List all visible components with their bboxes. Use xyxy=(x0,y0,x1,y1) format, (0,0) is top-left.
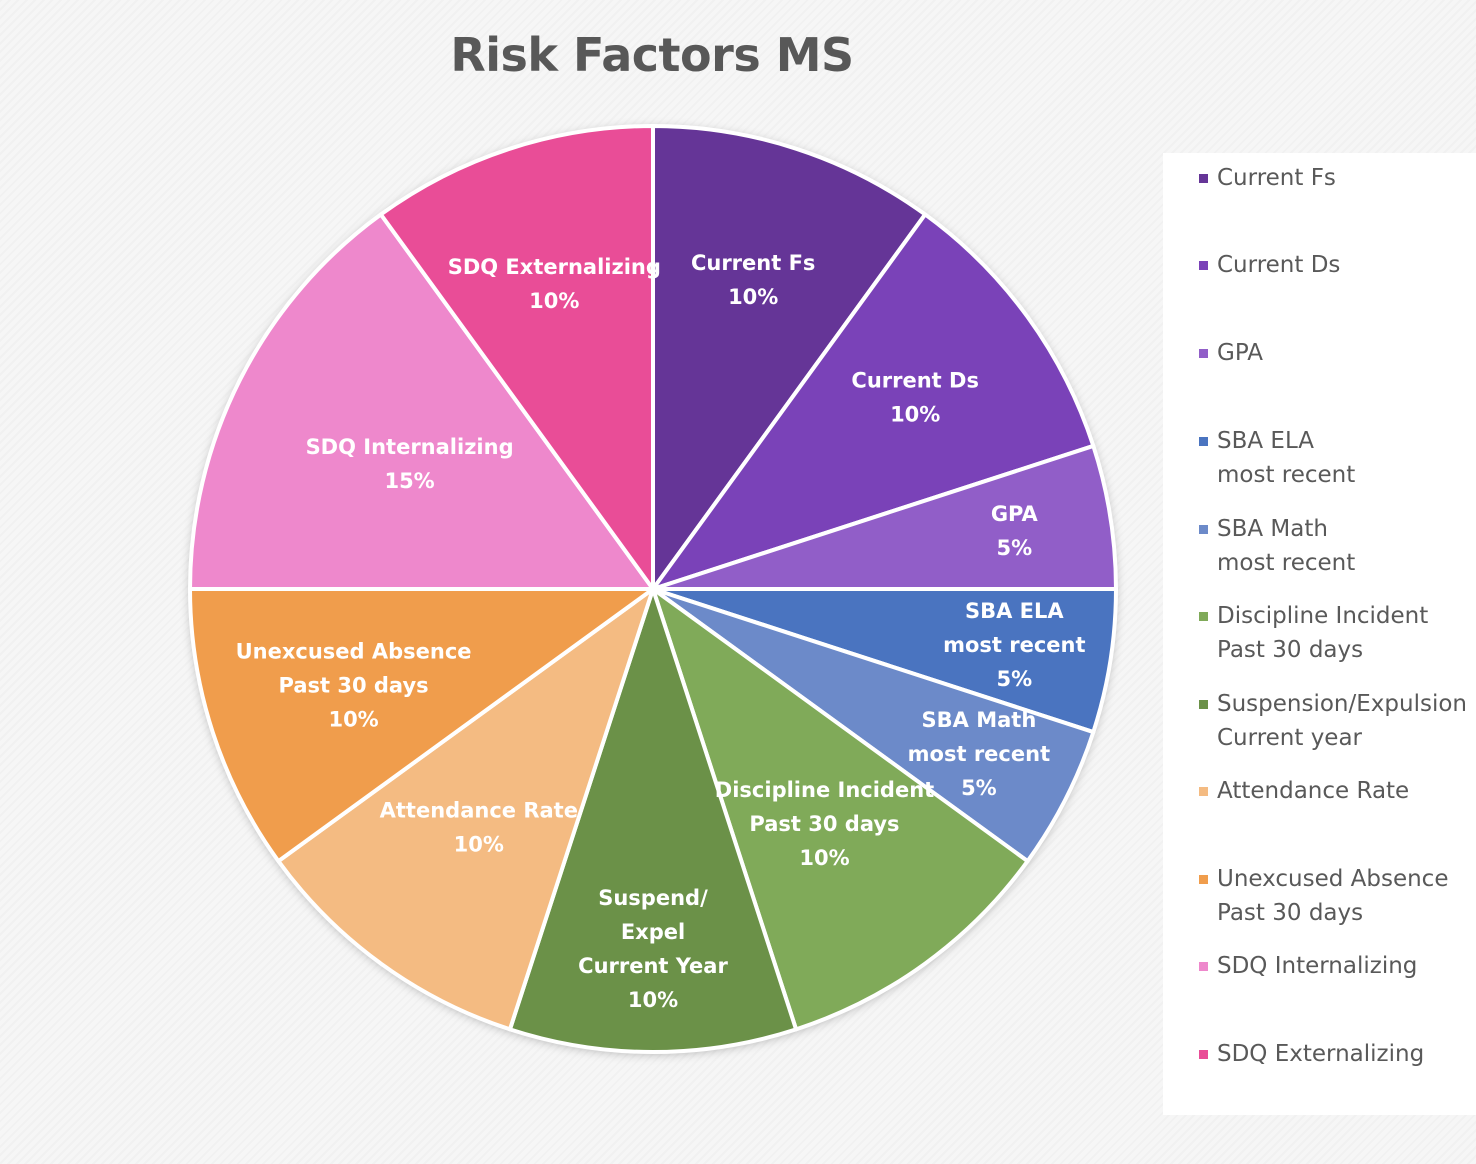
legend-swatch xyxy=(1199,174,1208,183)
pie-slice-sdq-internalizing xyxy=(188,212,655,591)
data-label-suspension-expulsion-current-year: Suspend/Expel Current Year 10% xyxy=(578,886,728,1012)
legend-label: SDQ Internalizing xyxy=(1217,953,1418,979)
legend-swatch xyxy=(1199,962,1208,971)
legend-swatch xyxy=(1199,261,1208,270)
legend-label: SBA ELA most recent xyxy=(1217,428,1356,488)
pie-slices xyxy=(188,124,1118,1054)
pie-slice-unexcused-absence-past-30-days xyxy=(188,587,655,864)
legend-swatch xyxy=(1199,525,1208,534)
legend-swatch xyxy=(1199,787,1208,796)
data-label-sdq-externalizing: SDQ Externalizing 10% xyxy=(448,255,661,313)
data-label-sdq-internalizing: SDQ Internalizing 15% xyxy=(306,435,514,493)
pie-slice-sba-math-most-recent xyxy=(651,587,1096,864)
legend-label: Suspension/Expulsion Current year xyxy=(1217,691,1467,751)
data-label-sba-math-most-recent: SBA Math most recent 5% xyxy=(908,708,1050,800)
legend-label: SBA Math most recent xyxy=(1217,516,1356,576)
pie-slice-discipline-incident-past-30-days xyxy=(651,587,1030,1032)
legend-label: Attendance Rate xyxy=(1217,778,1410,804)
pie-chart: Current Fs 10% Current Ds 10% GPA 5% SBA ELA mo… xyxy=(188,124,1118,1054)
legend-swatch xyxy=(1199,437,1208,446)
data-label-current-fs: Current Fs 10% xyxy=(691,251,815,309)
data-label-attendance-rate: Attendance Rate 10% xyxy=(380,799,578,857)
legend-label: SDQ Externalizing xyxy=(1217,1041,1425,1067)
data-label-discipline-incident-past-30-days: Discipline Incident Past 30 days 10% xyxy=(715,778,934,870)
pie-slice-current-ds xyxy=(651,212,1096,591)
pie-slice-gpa xyxy=(651,443,1118,591)
pie-data-labels: Current Fs 10% Current Ds 10% GPA 5% SBA ELA mo… xyxy=(236,251,1086,1012)
chart-title: Risk Factors MS xyxy=(450,28,854,82)
pie-slice-current-fs xyxy=(651,124,928,591)
pie-slice-sdq-externalizing xyxy=(378,124,655,591)
legend-swatch xyxy=(1199,1050,1208,1059)
legend-label: GPA xyxy=(1217,340,1263,366)
legend-label: Current Fs xyxy=(1217,165,1336,191)
legend-swatch xyxy=(1199,875,1208,884)
pie-slice-attendance-rate xyxy=(276,587,655,1032)
data-label-gpa: GPA 5% xyxy=(991,502,1039,560)
data-label-sba-ela-most-recent: SBA ELA most recent 5% xyxy=(943,599,1085,691)
legend-swatch xyxy=(1199,612,1208,621)
legend-label: Discipline Incident Past 30 days xyxy=(1217,603,1429,663)
data-label-current-ds: Current Ds 10% xyxy=(851,369,979,427)
pie-slice-suspension-expulsion-current-year xyxy=(507,587,799,1054)
legend-swatch xyxy=(1199,700,1208,709)
legend: Current Fs Current Ds GPA SBA ELA most rece… xyxy=(1163,153,1476,1115)
data-label-unexcused-absence-past-30-days: Unexcused Absence Past 30 days 10% xyxy=(236,639,472,731)
legend-label: Current Ds xyxy=(1217,252,1341,278)
legend-label: Unexcused Absence Past 30 days xyxy=(1217,866,1449,926)
legend-swatch xyxy=(1199,349,1208,358)
